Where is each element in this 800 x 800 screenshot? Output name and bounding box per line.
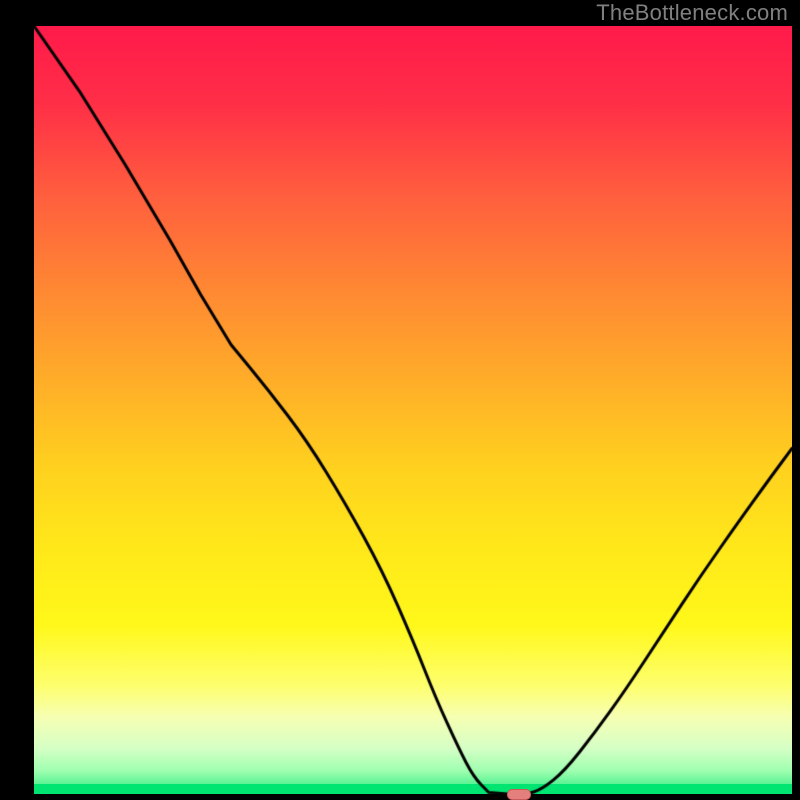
chart-container: TheBottleneck.com [0,0,800,800]
watermark-text: TheBottleneck.com [596,0,788,26]
green-bottom-band [34,784,792,794]
gradient-background [34,26,792,794]
